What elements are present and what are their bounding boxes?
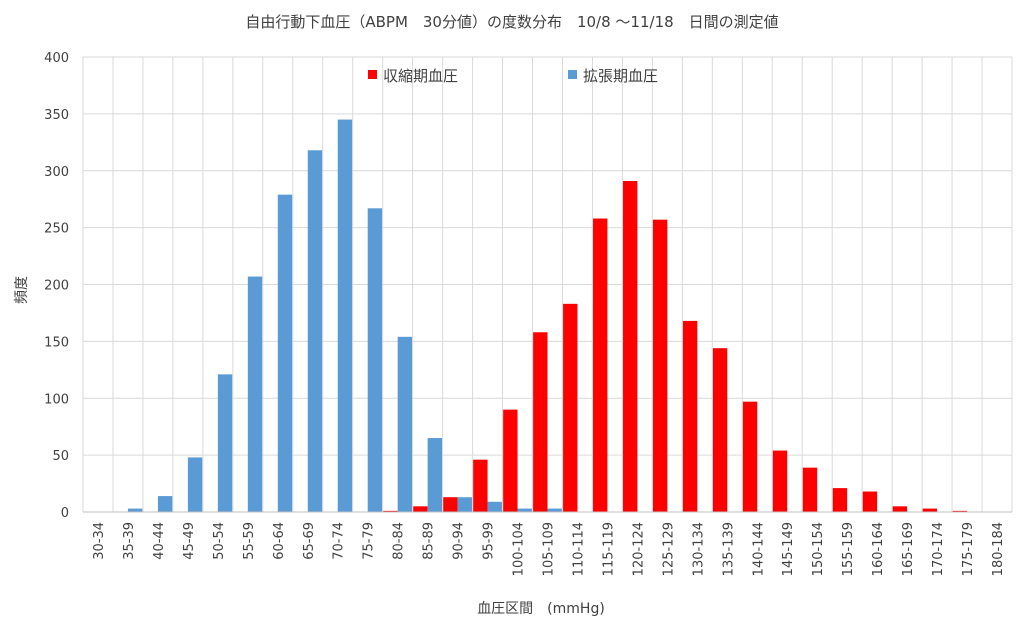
bar-diastolic-95-99 — [487, 501, 502, 512]
bar-diastolic-100-104 — [517, 508, 532, 512]
chart-title: 自由行動下血圧（ABPM 30分値）の度数分布 10/8 〜11/18 日間の測… — [245, 13, 778, 31]
x-tick-label: 55-59 — [242, 522, 257, 560]
bar-systolic-115-119 — [593, 218, 608, 512]
y-tick-label: 100 — [44, 392, 69, 407]
x-axis-label: 血圧区間 (mmHg) — [477, 601, 605, 617]
bar-systolic-150-154 — [802, 467, 818, 512]
bar-systolic-145-149 — [772, 450, 788, 512]
y-tick-label: 0 — [61, 506, 69, 521]
legend-label: 収縮期血圧 — [383, 67, 458, 85]
bar-systolic-105-109 — [533, 332, 548, 512]
bar-diastolic-55-59 — [247, 276, 263, 512]
axes: 0 50 100 150 200 250 300 350 400 30-34 35-39 40-44 4… — [44, 51, 1012, 576]
x-tick-label: 35-39 — [122, 522, 137, 560]
x-tick-label: 105-109 — [542, 522, 557, 576]
bar-systolic-130-134 — [682, 320, 698, 512]
bar-diastolic-75-79 — [367, 208, 383, 513]
legend-swatch — [368, 70, 377, 79]
x-tick-label: 140-144 — [751, 522, 766, 576]
y-tick-label: 200 — [44, 279, 69, 294]
bar-diastolic-50-54 — [217, 374, 233, 512]
x-tick-label: 115-119 — [601, 522, 616, 576]
x-tick-label: 100-104 — [512, 522, 527, 576]
x-tick-label: 110-114 — [572, 522, 587, 576]
x-tick-label: 150-154 — [811, 522, 826, 576]
bar-systolic-85-89 — [413, 506, 428, 512]
x-tick-label: 80-84 — [392, 522, 407, 560]
x-tick-label: 70-74 — [332, 522, 347, 560]
bar-diastolic-65-69 — [307, 150, 323, 512]
bar-diastolic-105-109 — [547, 508, 562, 512]
legend-label: 拡張期血圧 — [583, 67, 658, 85]
y-tick-label: 350 — [44, 108, 69, 123]
x-tick-label: 95-99 — [482, 522, 497, 560]
bar-systolic-90-94 — [443, 497, 458, 512]
x-tick-label: 160-164 — [871, 522, 886, 576]
bar-diastolic-90-94 — [457, 497, 472, 512]
bar-systolic-165-169 — [892, 506, 908, 512]
bar-systolic-135-139 — [712, 348, 728, 512]
x-tick-label: 145-149 — [781, 522, 796, 576]
bar-diastolic-40-44 — [157, 496, 173, 512]
x-tick-label: 40-44 — [152, 522, 167, 560]
legend-swatch — [568, 70, 577, 79]
y-tick-label: 300 — [44, 165, 69, 180]
x-tick-label: 75-79 — [362, 522, 377, 560]
bar-systolic-140-144 — [742, 401, 758, 512]
x-tick-label: 170-174 — [931, 522, 946, 576]
x-tick-label: 90-94 — [452, 522, 467, 560]
bar-systolic-175-179 — [952, 510, 968, 512]
legend: 収縮期血圧 拡張期血圧 — [368, 67, 658, 85]
bar-systolic-110-114 — [563, 303, 578, 512]
bar-diastolic-60-64 — [277, 194, 293, 512]
bar-diastolic-35-39 — [127, 508, 143, 512]
x-tick-label: 175-179 — [961, 522, 976, 576]
bar-systolic-125-129 — [652, 219, 668, 512]
bars — [127, 119, 968, 513]
bar-systolic-120-124 — [623, 180, 638, 513]
x-tick-label: 180-184 — [991, 522, 1006, 576]
x-tick-label: 65-69 — [302, 522, 317, 560]
x-tick-label: 125-129 — [661, 522, 676, 576]
gridlines — [82, 56, 1013, 512]
x-tick-label: 130-134 — [691, 522, 706, 576]
x-tick-label: 155-159 — [841, 522, 856, 576]
x-tick-label: 165-169 — [901, 522, 916, 576]
x-tick-label: 60-64 — [272, 522, 287, 560]
bar-systolic-95-99 — [473, 459, 488, 512]
y-tick-label: 50 — [52, 449, 69, 464]
bar-diastolic-45-49 — [187, 457, 203, 512]
x-tick-label: 135-139 — [721, 522, 736, 576]
bar-systolic-155-159 — [832, 488, 848, 512]
bar-systolic-80-84 — [383, 510, 398, 512]
x-tick-label: 30-34 — [92, 522, 107, 560]
bar-diastolic-80-84 — [397, 336, 413, 512]
x-tick-label: 45-49 — [182, 522, 197, 560]
x-tick-label: 85-89 — [422, 522, 437, 560]
y-tick-label: 150 — [44, 335, 69, 350]
y-tick-label: 400 — [44, 51, 69, 66]
x-tick-label: 50-54 — [212, 522, 227, 560]
bar-systolic-100-104 — [503, 409, 518, 513]
x-tick-label: 120-124 — [631, 522, 646, 576]
bar-systolic-160-164 — [862, 491, 878, 512]
y-tick-label: 250 — [44, 222, 69, 237]
y-axis-label: 頻度 — [14, 276, 30, 304]
bar-diastolic-85-89 — [427, 438, 443, 512]
bar-diastolic-70-74 — [337, 119, 353, 512]
bar-systolic-170-174 — [922, 508, 938, 512]
